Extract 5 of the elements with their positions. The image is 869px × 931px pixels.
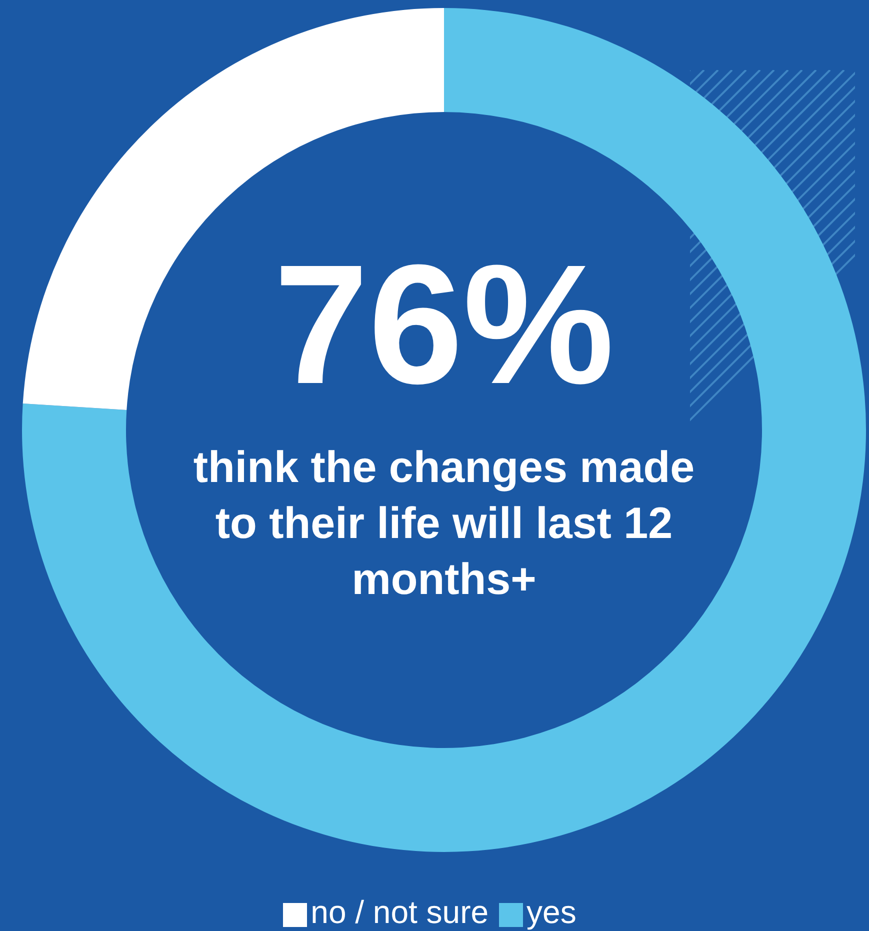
data-label: 76% [272,230,616,420]
legend-label: no / not sure [310,894,489,930]
legend-label: yes [526,894,576,930]
text: think the changes made to their life will last 12 months+ [192,442,696,606]
donut-slice [22,8,866,852]
